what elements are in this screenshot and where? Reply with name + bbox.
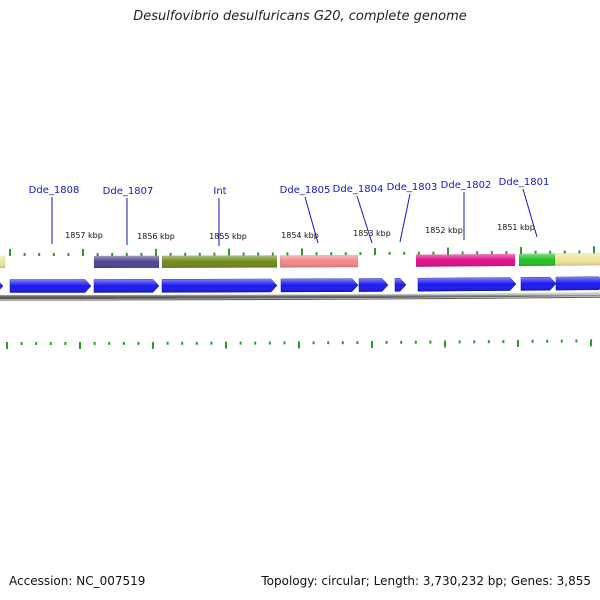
gene-arrow-shade <box>0 282 3 290</box>
gene-arrow-shade <box>162 279 277 293</box>
kbp-label: 1855 kbp <box>209 232 247 241</box>
kbp-label: 1856 kbp <box>137 232 175 241</box>
dark-slate-feature-shade <box>94 255 159 268</box>
gene-label[interactable]: Dde_1803 <box>387 182 438 193</box>
kbp-label: 1851 kbp <box>497 223 535 232</box>
pale-yellow-feature-shade <box>555 253 600 266</box>
kbp-labels: 1857 kbp 1856 kbp 1855 kbp 1854 kbp 1853 kbp… <box>65 223 535 241</box>
backbone-line <box>0 292 600 299</box>
green-feature-shade <box>519 253 555 266</box>
kbp-label: 1854 kbp <box>281 231 319 240</box>
salmon-feature-shade <box>280 255 358 268</box>
gene-arrow-shade <box>556 276 600 291</box>
outer-scale-ticks <box>9 246 595 256</box>
gene-label[interactable]: Int <box>213 186 226 197</box>
pale-yellow-feature-left-shade <box>0 255 5 268</box>
inner-scale-ticks <box>6 339 592 349</box>
gene-label[interactable]: Dde_1801 <box>499 177 550 188</box>
accession-text: Accession: NC_007519 <box>9 574 146 588</box>
gene-label[interactable]: Dde_1805 <box>280 185 331 196</box>
kbp-label: 1857 kbp <box>65 231 103 240</box>
gene-label[interactable]: Dde_1808 <box>29 185 80 196</box>
backbone-shadow <box>0 296 600 301</box>
map-title: Desulfovibrio desulfuricans G20, complet… <box>133 9 467 24</box>
gene-arrow-shade <box>395 278 406 292</box>
genome-info-text: Topology: circular; Length: 3,730,232 bp… <box>261 574 591 588</box>
gene-arrow-shade <box>521 277 556 291</box>
gene-arrow-shade <box>10 279 91 293</box>
olive-feature-shade <box>162 255 277 268</box>
callout-line <box>304 196 319 244</box>
gene-arrow-shade <box>418 277 516 292</box>
genome-backbone <box>0 292 600 301</box>
gene-arrow-shade <box>94 279 159 293</box>
callout-line <box>522 188 538 238</box>
feature-track <box>0 252 600 269</box>
gene-track <box>0 276 600 293</box>
gene-label[interactable]: Dde_1802 <box>441 180 492 191</box>
kbp-label: 1852 kbp <box>425 226 463 235</box>
gene-label[interactable]: Dde_1804 <box>333 184 384 195</box>
callout-line <box>399 193 411 243</box>
gene-callouts: Dde_1808 Dde_1807 Int Dde_1805 Dde_1804 Dde_1… <box>29 177 550 246</box>
gene-label[interactable]: Dde_1807 <box>103 186 154 197</box>
callout-line <box>356 195 373 244</box>
kbp-label: 1853 kbp <box>353 229 391 238</box>
gene-arrow-shade <box>359 278 388 292</box>
gene-arrow-shade <box>281 278 358 292</box>
magenta-feature-shade <box>416 254 515 267</box>
